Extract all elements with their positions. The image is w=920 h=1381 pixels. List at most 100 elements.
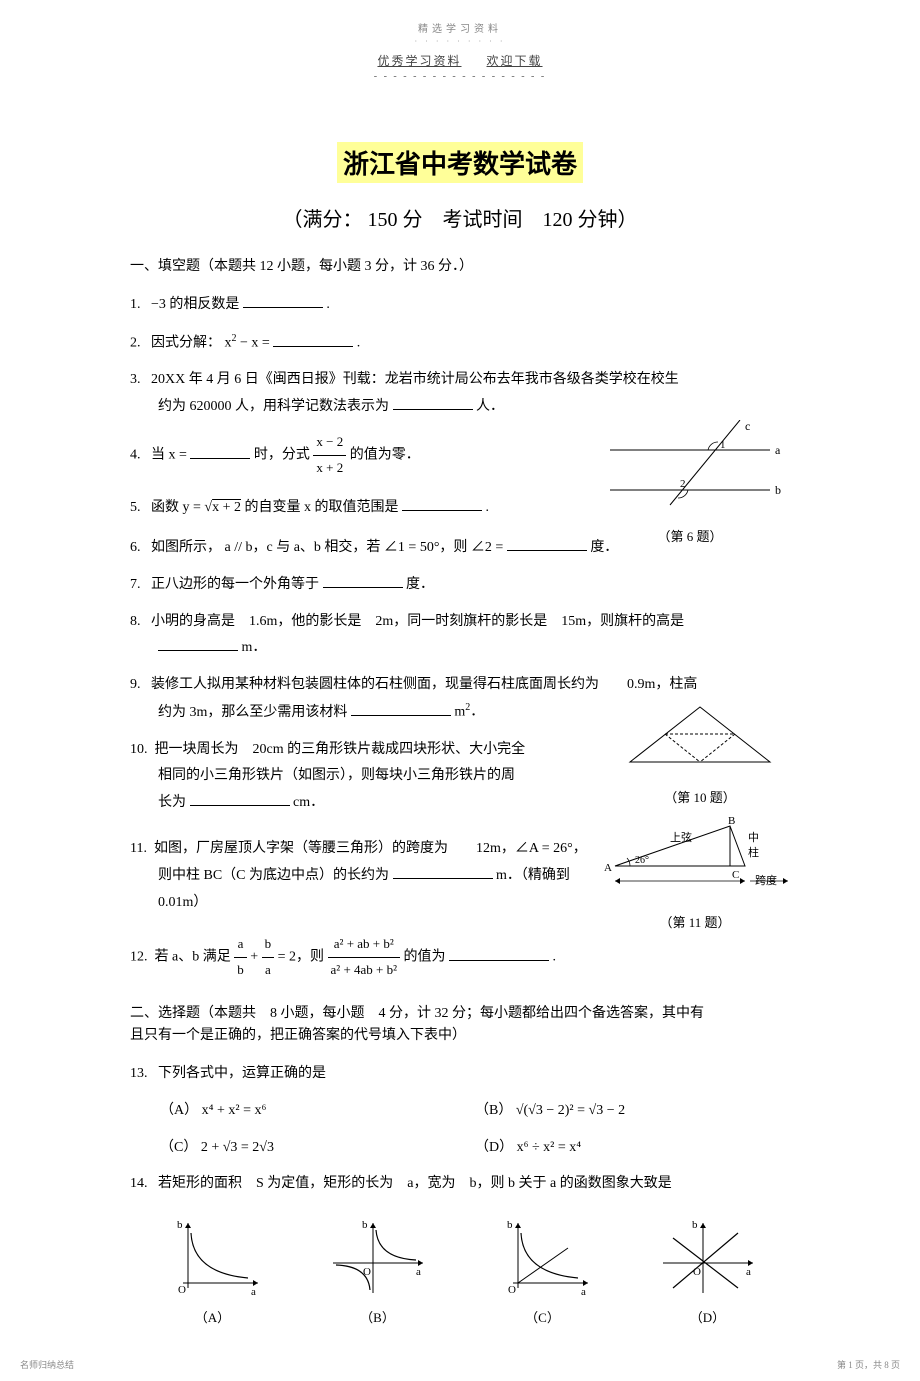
question-13: 13. 下列各式中，运算正确的是 （A） x⁴ + x² = x⁶ （B） √(…: [130, 1061, 790, 1161]
q2-num: 2.: [130, 336, 141, 351]
question-9-10-block: （第 10 题） 9. 装修工人拟用某种材料包装圆柱体的石柱侧面，现量得石柱底面…: [130, 672, 790, 817]
fig11-top: 上弦: [670, 830, 692, 844]
q12-eq: = 2，则: [278, 950, 324, 965]
svg-text:O: O: [508, 1284, 516, 1296]
q1-num: 1.: [130, 297, 141, 312]
q9-line1: 装修工人拟用某种材料包装圆柱体的石柱侧面，现量得石柱底面周长约为 0.9m，柱高: [151, 677, 697, 692]
q5-sqrt: x + 2: [212, 500, 241, 515]
q5-text-c: .: [486, 500, 490, 515]
svg-text:b: b: [177, 1219, 183, 1231]
header-tiny: 精选学习资料: [130, 20, 790, 35]
q14-label-d: （D）: [658, 1306, 758, 1331]
question-7: 7. 正八边形的每一个外角等于 度．: [130, 572, 790, 599]
q14-graph-b: b O a （B）: [328, 1218, 428, 1331]
question-3: 3. 20XX 年 4 月 6 日《闽西日报》刊载：龙岩市统计局公布去年我市各级…: [130, 367, 790, 420]
q10-blank: [190, 791, 290, 806]
svg-text:O: O: [693, 1266, 701, 1278]
q13-opt-b: （B） √(√3 − 2)² = √3 − 2: [475, 1098, 790, 1125]
q2-text-c: .: [357, 336, 361, 351]
q12-blank: [449, 946, 549, 961]
q12-frac2: ba: [262, 932, 275, 982]
q1-blank: [243, 293, 323, 308]
q8-blank: [158, 636, 238, 651]
q4-text-a: 当 x =: [151, 448, 187, 463]
q12-f3d: a² + 4ab + b²: [328, 958, 401, 983]
q14-graph-a: b O a （A）: [163, 1218, 263, 1331]
q14-label-a: （A）: [163, 1306, 263, 1331]
q9-num: 9.: [130, 677, 141, 692]
figure-11: B A C 26° 上弦 中 柱 跨度 （第 11 题）: [600, 816, 790, 935]
q12-num: 12.: [130, 950, 148, 965]
svg-text:a: a: [746, 1266, 751, 1278]
q12-f1n: a: [234, 932, 247, 958]
q13-num: 13.: [130, 1066, 148, 1081]
svg-text:b: b: [362, 1219, 368, 1231]
q4-text-c: 的值为零．: [350, 448, 420, 463]
footer-left: 名师归纳总结: [20, 1358, 74, 1371]
figure-6-svg: c a b 1 2: [590, 420, 790, 510]
q10-line1: 把一块周长为 20cm 的三角形铁片裁成四块形状、大小完全: [155, 742, 526, 757]
q8-line2b: m．: [242, 640, 267, 655]
q10-line3b: cm．: [293, 795, 324, 810]
q14-graphs: b O a （A） b O a （B）: [130, 1218, 790, 1331]
svg-text:b: b: [692, 1219, 698, 1231]
q11-num: 11.: [130, 841, 147, 856]
q4-blank: [190, 444, 250, 459]
q4-text-b: 时，分式: [254, 448, 310, 463]
header-dashes: - - - - - - - - - - - - - - - - - -: [130, 71, 790, 82]
q5-blank: [402, 496, 482, 511]
q14-num: 14.: [130, 1176, 148, 1191]
figure-10-caption: （第 10 题）: [610, 786, 790, 811]
q11-line2: 则中柱 BC（C 为底边中点）的长约为: [158, 868, 389, 883]
q13-text: 下列各式中，运算正确的是: [158, 1066, 326, 1081]
q2-text-a: 因式分解： x: [151, 336, 232, 351]
fig6-label-a: a: [775, 443, 781, 457]
fig6-label-c: c: [745, 420, 750, 433]
svg-text:O: O: [363, 1266, 371, 1278]
question-1: 1. −3 的相反数是 .: [130, 292, 790, 319]
header-dots: · · · · · · · · ·: [130, 37, 790, 46]
fig11-B: B: [728, 816, 735, 827]
q12-frac1: ab: [234, 932, 247, 982]
section1-header: 一、填空题（本题共 12 小题，每小题 3 分，计 36 分．）: [130, 256, 790, 278]
figure-10-svg: [610, 702, 790, 772]
q14-graph-d: b O a （D）: [658, 1218, 758, 1331]
q2-blank: [273, 332, 353, 347]
question-11: B A C 26° 上弦 中 柱 跨度 （第 11 题） 11. 如图，厂房屋顶…: [130, 836, 790, 916]
svg-text:O: O: [178, 1284, 186, 1296]
q13-opt-a: （A） x⁴ + x² = x⁶: [160, 1098, 475, 1125]
q3-line1: 20XX 年 4 月 6 日《闽西日报》刊载：龙岩市统计局公布去年我市各级各类学…: [151, 372, 679, 387]
q14-text: 若矩形的面积 S 为定值，矩形的长为 a，宽为 b，则 b 关于 a 的函数图象…: [158, 1176, 672, 1191]
q3-line2b: 人．: [476, 399, 504, 414]
q14-label-c: （C）: [493, 1306, 593, 1331]
q12-f2d: a: [262, 958, 275, 983]
question-12: 12. 若 a、b 满足 ab + ba = 2，则 a² + ab + b²a…: [130, 932, 790, 982]
question-4-5-6-block: c a b 1 2 （第 6 题） 4. 当 x = 时，分式 x − 2 x …: [130, 430, 790, 562]
section2-header1: 二、选择题（本题共 8 小题，每小题 4 分，计 32 分；每小题都给出四个备选…: [130, 1006, 704, 1021]
q8-line1: 小明的身高是 1.6m，他的影长是 2m，同一时刻旗杆的影长是 15m，则旗杆的…: [151, 614, 684, 629]
q13-opt-d: （D） x⁶ ÷ x² = x⁴: [475, 1135, 790, 1162]
q4-frac-den: x + 2: [313, 456, 346, 481]
q9-line2c: ．: [470, 705, 484, 720]
q3-blank: [393, 395, 473, 410]
q6-blank: [507, 536, 587, 551]
q10-num: 10.: [130, 742, 148, 757]
q2-text-b: − x =: [240, 336, 270, 351]
q8-num: 8.: [130, 614, 141, 629]
fig11-col: 柱: [748, 845, 759, 859]
footer-right: 第 1 页，共 8 页: [837, 1358, 900, 1371]
figure-11-svg: B A C 26° 上弦 中 柱 跨度: [600, 816, 790, 896]
q12-text-b: 的值为: [404, 950, 446, 965]
q12-f2n: b: [262, 932, 275, 958]
q9-line2b: m: [454, 705, 465, 720]
q12-f3n: a² + ab + b²: [328, 932, 401, 958]
page-title: 浙江省中考数学试卷: [337, 142, 583, 183]
figure-10: （第 10 题）: [610, 702, 790, 811]
fig11-span: 跨度: [755, 873, 777, 887]
fig11-C: C: [732, 869, 739, 881]
fig6-label-1: 1: [720, 439, 726, 451]
fig11-A: A: [604, 862, 612, 874]
question-14: 14. 若矩形的面积 S 为定值，矩形的长为 a，宽为 b，则 b 关于 a 的…: [130, 1171, 790, 1331]
q3-line2: 约为 620000 人，用科学记数法表示为: [158, 399, 389, 414]
header-sub-right: 欢迎下载: [487, 54, 543, 68]
